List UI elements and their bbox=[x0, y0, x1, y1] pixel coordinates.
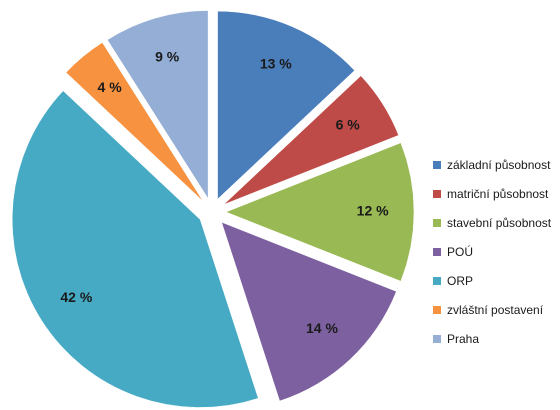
pie-data-labels: 13 % 6 % 12 % 14 % 42 % 4 % 9 % bbox=[60, 48, 389, 335]
legend-swatch-orp bbox=[433, 276, 441, 285]
legend-label-orp: ORP bbox=[447, 273, 474, 288]
legend-item-zakladni-pusobnost: základní působnost bbox=[433, 154, 558, 175]
legend-item-matricni-pusobnost: matriční působnost bbox=[433, 183, 558, 204]
legend-label-matricni-pusobnost: matriční působnost bbox=[447, 186, 549, 201]
legend-swatch-zakladni-pusobnost bbox=[433, 160, 441, 169]
legend-item-stavebni-pusobnost: stavební působnost bbox=[433, 212, 558, 233]
data-label-praha: 9 % bbox=[155, 48, 180, 64]
legend-swatch-pou bbox=[433, 247, 441, 256]
legend-label-zakladni-pusobnost: základní působnost bbox=[447, 157, 551, 172]
pie-slice-matricni-pusobnost bbox=[223, 75, 399, 205]
pie-slice-zakladni-pusobnost bbox=[217, 10, 355, 200]
legend-item-praha: Praha bbox=[433, 328, 558, 349]
pie-slices bbox=[11, 10, 415, 408]
legend-swatch-matricni-pusobnost bbox=[433, 189, 441, 198]
pie-slice-orp bbox=[11, 90, 259, 408]
data-label-pou: 14 % bbox=[306, 320, 338, 336]
legend-swatch-zvlastni-postaveni bbox=[433, 305, 441, 314]
legend-item-pou: POÚ bbox=[433, 241, 558, 262]
pie-slice-praha bbox=[107, 10, 209, 200]
legend-swatch-praha bbox=[433, 334, 441, 343]
data-label-orp: 42 % bbox=[60, 289, 92, 305]
legend-item-zvlastni-postaveni: zvláštní postavení bbox=[433, 299, 558, 320]
legend-swatch-stavebni-pusobnost bbox=[433, 218, 441, 227]
data-label-matricni-pusobnost: 6 % bbox=[336, 117, 361, 133]
data-label-stavebni-pusobnost: 12 % bbox=[357, 203, 389, 219]
legend-item-orp: ORP bbox=[433, 270, 558, 291]
legend-label-pou: POÚ bbox=[447, 244, 474, 259]
pie-slice-zvlastni-postaveni bbox=[65, 42, 204, 202]
pie-slice-pou bbox=[221, 221, 397, 402]
legend-label-praha: Praha bbox=[447, 331, 480, 346]
legend-label-zvlastni-postaveni: zvláštní postavení bbox=[447, 302, 544, 317]
legend: základní působnost matriční působnost st… bbox=[433, 154, 558, 357]
data-label-zakladni-pusobnost: 13 % bbox=[260, 55, 292, 71]
legend-label-stavebni-pusobnost: stavební působnost bbox=[447, 215, 552, 230]
pie-slice-stavebni-pusobnost bbox=[225, 142, 415, 282]
data-label-zvlastni-postaveni: 4 % bbox=[98, 79, 123, 95]
